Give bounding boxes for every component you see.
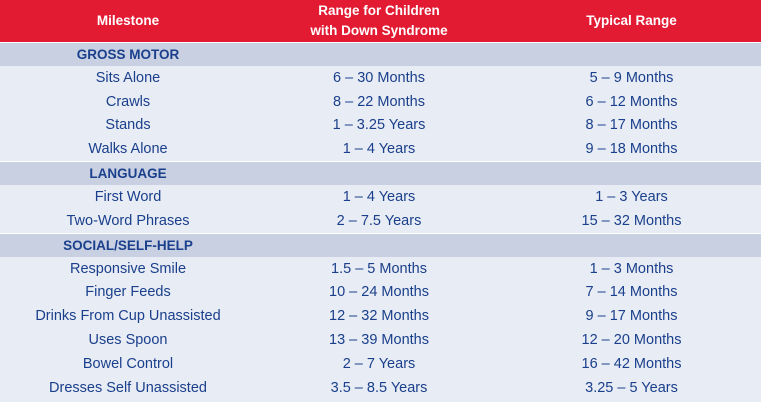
- table-row: Bowel Control 2 – 7 Years 16 – 42 Months: [0, 352, 761, 376]
- down-syndrome-range-cell: 1.5 – 5 Months: [331, 260, 427, 277]
- down-syndrome-range-cell: 1 – 3.25 Years: [332, 117, 426, 134]
- milestone-cell: Two-Word Phrases: [66, 212, 190, 229]
- milestone-cell: Crawls: [105, 93, 151, 110]
- table-row: Stands 1 – 3.25 Years 8 – 17 Months: [0, 114, 761, 138]
- typical-range-cell: 7 – 14 Months: [585, 284, 678, 301]
- section-title: SOCIAL/SELF-HELP: [63, 237, 193, 253]
- table-row: Responsive Smile 1.5 – 5 Months 1 – 3 Mont…: [0, 257, 761, 281]
- typical-range-cell: 9 – 18 Months: [585, 141, 678, 158]
- header-milestone: Milestone: [96, 13, 160, 28]
- down-syndrome-range-cell: 12 – 32 Months: [329, 308, 429, 325]
- table-row: Walks Alone 1 – 4 Years 9 – 18 Months: [0, 137, 761, 161]
- milestone-cell: Drinks From Cup Unassisted: [35, 308, 221, 325]
- table-row: First Word 1 – 4 Years 1 – 3 Years: [0, 185, 761, 209]
- header-range-line1: Range for Children: [318, 3, 440, 18]
- down-syndrome-range-cell: 10 – 24 Months: [329, 284, 429, 301]
- down-syndrome-range-cell: 2 – 7 Years: [342, 355, 416, 372]
- section-title: GROSS MOTOR: [76, 47, 180, 62]
- typical-range-cell: 1 – 3 Months: [589, 260, 674, 277]
- header-typical-range: Typical Range: [586, 13, 677, 28]
- header-range-line2: with Down Syndrome: [310, 23, 448, 38]
- typical-range-cell: 16 – 42 Months: [581, 355, 682, 372]
- typical-range-cell: 1 – 3 Years: [595, 189, 668, 206]
- down-syndrome-range-cell: 13 – 39 Months: [329, 332, 429, 349]
- typical-range-cell: 6 – 12 Months: [585, 93, 678, 110]
- section-header: LANGUAGE: [0, 161, 761, 186]
- milestone-cell: Finger Feeds: [85, 284, 171, 301]
- milestone-cell: Uses Spoon: [88, 332, 168, 349]
- typical-range-cell: 12 – 20 Months: [581, 332, 682, 349]
- down-syndrome-range-cell: 2 – 7.5 Years: [336, 212, 422, 229]
- table-body: GROSS MOTOR Sits Alone 6 – 30 Months 5 – 9 …: [0, 42, 761, 400]
- table-header: Milestone Range for Children with Down S…: [0, 0, 761, 42]
- milestone-cell: Sits Alone: [95, 69, 161, 86]
- table-row: Drinks From Cup Unassisted 12 – 32 Months…: [0, 304, 761, 328]
- section-title: LANGUAGE: [89, 166, 167, 182]
- typical-range-cell: 3.25 – 5 Years: [585, 379, 678, 396]
- milestone-cell: Stands: [105, 117, 151, 134]
- down-syndrome-range-cell: 1 – 4 Years: [342, 189, 416, 206]
- section-header: GROSS MOTOR: [0, 42, 761, 66]
- down-syndrome-range-cell: 1 – 4 Years: [342, 141, 416, 158]
- milestone-cell: Walks Alone: [88, 141, 168, 158]
- down-syndrome-range-cell: 3.5 – 8.5 Years: [330, 379, 428, 396]
- milestone-cell: Dresses Self Unassisted: [49, 379, 207, 396]
- table-row: Dresses Self Unassisted 3.5 – 8.5 Years 3.…: [0, 376, 761, 400]
- milestone-cell: Bowel Control: [82, 355, 174, 372]
- section-header: SOCIAL/SELF-HELP: [0, 232, 761, 257]
- table-row: Finger Feeds 10 – 24 Months 7 – 14 Months: [0, 281, 761, 305]
- table-row: Two-Word Phrases 2 – 7.5 Years 15 – 32 Mon…: [0, 209, 761, 233]
- milestone-cell: Responsive Smile: [69, 260, 187, 277]
- typical-range-cell: 15 – 32 Months: [581, 212, 682, 229]
- typical-range-cell: 9 – 17 Months: [585, 308, 678, 325]
- header-down-syndrome-range: Range for Children with Down Syndrome: [256, 1, 502, 41]
- table-row: Crawls 8 – 22 Months 6 – 12 Months: [0, 90, 761, 114]
- table-row: Uses Spoon 13 – 39 Months 12 – 20 Months: [0, 328, 761, 352]
- typical-range-cell: 8 – 17 Months: [585, 117, 678, 134]
- milestone-cell: First Word: [94, 189, 162, 206]
- typical-range-cell: 5 – 9 Months: [589, 69, 674, 86]
- down-syndrome-range-cell: 6 – 30 Months: [333, 69, 425, 86]
- table-row: Sits Alone 6 – 30 Months 5 – 9 Months: [0, 66, 761, 90]
- down-syndrome-range-cell: 8 – 22 Months: [333, 93, 425, 110]
